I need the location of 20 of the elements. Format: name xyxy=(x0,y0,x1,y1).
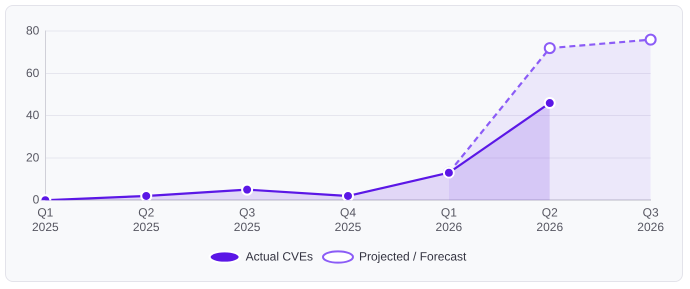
point xyxy=(241,184,254,196)
legend-label: Actual CVEs xyxy=(246,249,313,264)
legend-label: Projected / Forecast xyxy=(358,249,468,264)
x-tick-label: Q2 2026 xyxy=(536,206,564,234)
y-tick-label: 20 xyxy=(26,150,40,164)
point xyxy=(544,97,556,110)
y-tick-label: 60 xyxy=(26,66,40,80)
x-tick-label: Q1 2025 xyxy=(32,206,60,234)
y-tick-label: 80 xyxy=(26,24,40,38)
x-tick-label: Q3 2025 xyxy=(234,206,261,234)
y-tick-label: 40 xyxy=(26,108,40,122)
x-tick-label: Q3 2026 xyxy=(637,206,664,234)
point xyxy=(644,34,657,46)
x-tick-label: Q1 2026 xyxy=(436,206,463,234)
x-tick-label: Q2 2025 xyxy=(132,206,160,234)
point xyxy=(342,190,354,200)
y-tick-label: 0 xyxy=(32,192,40,207)
point xyxy=(140,190,152,200)
point xyxy=(544,42,556,54)
x-tick-label: Q4 2025 xyxy=(334,206,362,234)
